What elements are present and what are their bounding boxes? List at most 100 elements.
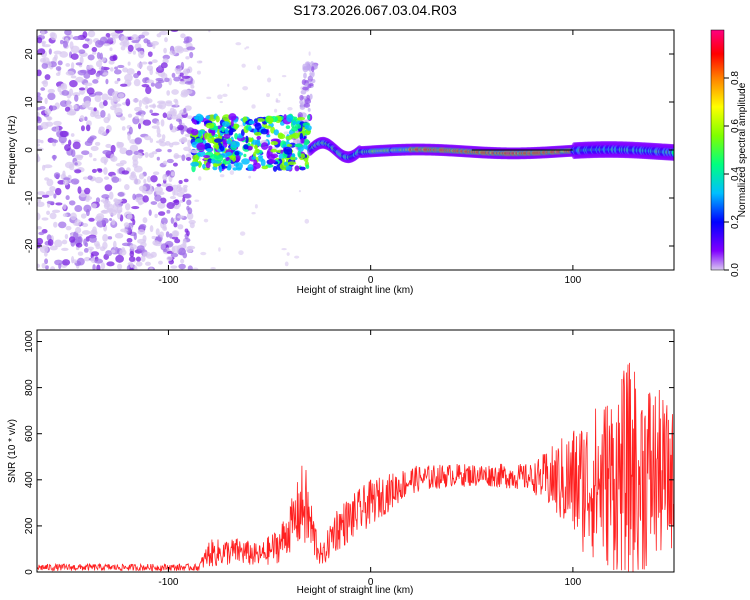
noise-blob (136, 245, 145, 252)
noise-blob (66, 99, 71, 108)
noise-blob (256, 65, 261, 71)
burst-blob (241, 158, 250, 165)
noise-blob (186, 212, 194, 220)
noise-blob (75, 242, 83, 248)
noise-blob (138, 99, 142, 108)
noise-blob (48, 48, 52, 55)
noise-blob (94, 215, 103, 222)
burst-blob (224, 127, 229, 135)
noise-blob (135, 261, 143, 267)
y-tick-label: 0 (24, 147, 35, 153)
noise-blob (283, 131, 290, 135)
noise-blob (87, 30, 96, 38)
noise-blob (137, 62, 144, 69)
noise-blob (157, 100, 166, 105)
x-tick-label: -100 (158, 275, 178, 286)
noise-blob (173, 205, 180, 210)
noise-blob (87, 246, 95, 251)
noise-blob (138, 173, 145, 180)
noise-blob (185, 56, 190, 60)
noise-blob (172, 188, 176, 197)
noise-blob (55, 125, 60, 132)
y-tick-label: 1000 (24, 330, 35, 353)
burst-blob (219, 145, 225, 152)
noise-blob (47, 88, 55, 94)
noise-blob (152, 43, 156, 49)
noise-blob (203, 218, 209, 223)
burst-blob (210, 158, 216, 164)
snr-ylabel: SNR (10 * v/v) (7, 419, 18, 483)
noise-blob (162, 160, 168, 165)
noise-blob (119, 147, 128, 155)
noise-blob (183, 186, 188, 193)
noise-blob (142, 235, 147, 242)
burst-blob (227, 163, 232, 171)
noise-blob (84, 140, 93, 146)
noise-blob (183, 193, 192, 199)
noise-blob (106, 261, 115, 267)
noise-blob (45, 121, 54, 127)
noise-blob (46, 200, 55, 205)
noise-blob (155, 228, 160, 236)
noise-blob (113, 69, 122, 75)
noise-blob (194, 199, 200, 203)
noise-blob (41, 262, 46, 269)
burst-blob (248, 120, 255, 125)
noise-blob (239, 231, 246, 236)
spectrogram-ylabel: Frequency (Hz) (7, 116, 18, 185)
noise-blob (186, 199, 192, 206)
noise-blob (46, 116, 53, 121)
noise-blob (150, 175, 158, 183)
noise-blob (107, 236, 113, 240)
noise-blob (97, 168, 103, 173)
noise-blob (37, 201, 45, 208)
noise-blob (287, 106, 293, 111)
noise-blob (70, 62, 75, 70)
plume-blob (309, 93, 313, 100)
noise-blob (149, 109, 153, 114)
noise-blob (173, 199, 180, 206)
noise-blob (92, 157, 97, 162)
noise-blob (171, 89, 179, 95)
noise-blob (163, 248, 168, 253)
noise-blob (133, 178, 141, 185)
noise-blob (126, 214, 133, 220)
noise-blob (66, 110, 76, 116)
burst-blob (205, 161, 211, 169)
noise-blob (102, 72, 109, 76)
noise-blob (308, 51, 311, 56)
noise-blob (169, 107, 175, 115)
noise-blob (148, 104, 157, 108)
noise-blob (245, 46, 250, 49)
noise-blob (149, 225, 154, 233)
burst-blob (228, 113, 237, 121)
noise-blob (251, 104, 256, 109)
noise-blob (294, 255, 300, 259)
noise-blob (77, 186, 82, 194)
noise-blob (49, 245, 58, 251)
noise-blob (111, 219, 116, 226)
noise-blob (78, 87, 86, 91)
burst-blob (286, 143, 293, 147)
noise-blob (84, 100, 91, 107)
noise-blob (166, 209, 171, 214)
noise-blob (148, 152, 155, 158)
noise-blob (227, 83, 230, 87)
noise-blob (38, 231, 45, 236)
noise-blob (70, 212, 77, 221)
noise-blob (180, 258, 185, 264)
noise-blob (72, 141, 81, 150)
noise-blob (83, 72, 91, 79)
plume-blob (303, 103, 311, 108)
noise-blob (88, 136, 95, 142)
noise-blob (43, 164, 53, 169)
noise-blob (37, 197, 41, 203)
burst-blob (256, 135, 262, 140)
noise-blob (151, 59, 158, 63)
noise-blob (87, 175, 93, 180)
burst-blob (253, 159, 258, 166)
noise-blob (187, 139, 192, 148)
noise-blob (135, 256, 142, 262)
noise-blob (142, 195, 149, 203)
noise-blob (126, 81, 132, 86)
